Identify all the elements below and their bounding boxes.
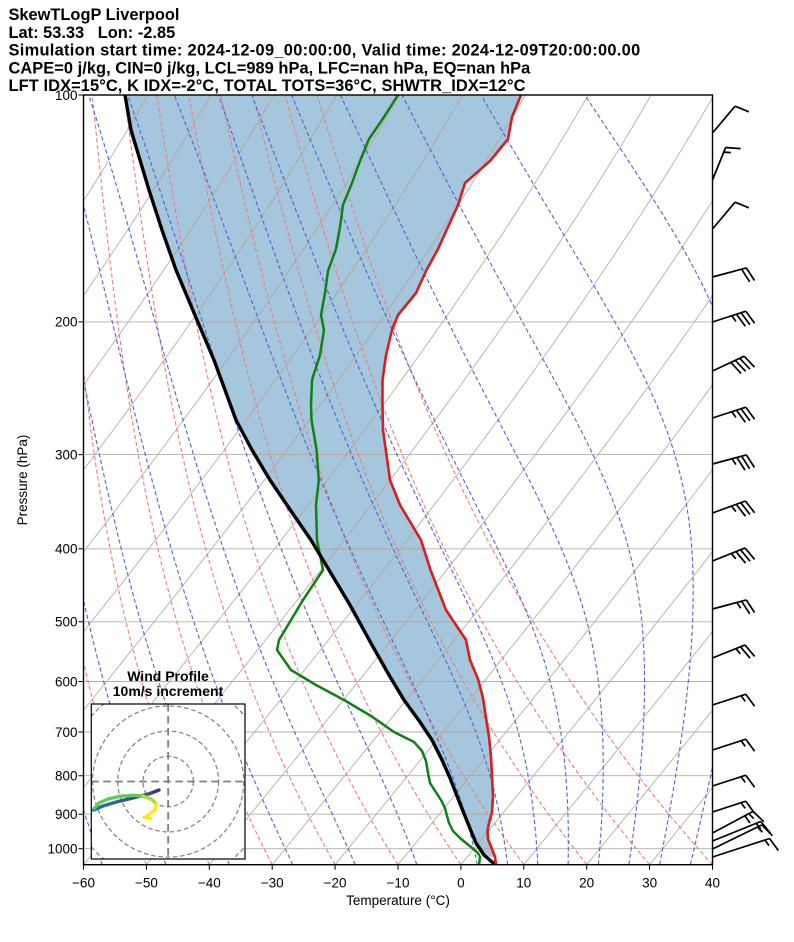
svg-text:200: 200 bbox=[55, 315, 78, 330]
svg-text:Simulation start time: 2024-12: Simulation start time: 2024-12-09_00:00:… bbox=[9, 42, 641, 60]
svg-text:400: 400 bbox=[55, 542, 78, 557]
svg-text:10m/s increment: 10m/s increment bbox=[113, 683, 224, 699]
svg-text:Wind Profile: Wind Profile bbox=[127, 668, 209, 684]
svg-text:−40: −40 bbox=[198, 876, 221, 891]
svg-text:SkewTLogP Liverpool: SkewTLogP Liverpool bbox=[9, 6, 180, 24]
svg-text:800: 800 bbox=[55, 769, 78, 784]
svg-text:900: 900 bbox=[55, 807, 78, 822]
svg-text:300: 300 bbox=[55, 447, 78, 462]
svg-text:10: 10 bbox=[516, 876, 531, 891]
svg-text:700: 700 bbox=[55, 725, 78, 740]
svg-text:−60: −60 bbox=[72, 876, 95, 891]
svg-text:CAPE=0 j/kg, CIN=0 j/kg, LCL=9: CAPE=0 j/kg, CIN=0 j/kg, LCL=989 hPa, LF… bbox=[9, 59, 532, 77]
svg-text:100: 100 bbox=[55, 88, 78, 103]
svg-text:Pressure (hPa): Pressure (hPa) bbox=[15, 435, 30, 526]
svg-text:500: 500 bbox=[55, 615, 78, 630]
svg-text:40: 40 bbox=[705, 876, 720, 891]
svg-text:−20: −20 bbox=[324, 876, 347, 891]
svg-text:−50: −50 bbox=[135, 876, 158, 891]
svg-text:LFT IDX=15°C, K IDX=-2°C, TOTA: LFT IDX=15°C, K IDX=-2°C, TOTAL TOTS=36°… bbox=[9, 77, 526, 95]
svg-text:0: 0 bbox=[457, 876, 465, 891]
svg-text:Lat: 53.33 Lon: -2.85: Lat: 53.33 Lon: -2.85 bbox=[9, 24, 176, 42]
svg-text:Temperature (°C): Temperature (°C) bbox=[346, 893, 450, 908]
svg-text:20: 20 bbox=[579, 876, 594, 891]
svg-text:30: 30 bbox=[642, 876, 657, 891]
svg-text:1000: 1000 bbox=[47, 842, 77, 857]
svg-text:−30: −30 bbox=[261, 876, 284, 891]
svg-text:−10: −10 bbox=[387, 876, 410, 891]
svg-text:600: 600 bbox=[55, 674, 78, 689]
